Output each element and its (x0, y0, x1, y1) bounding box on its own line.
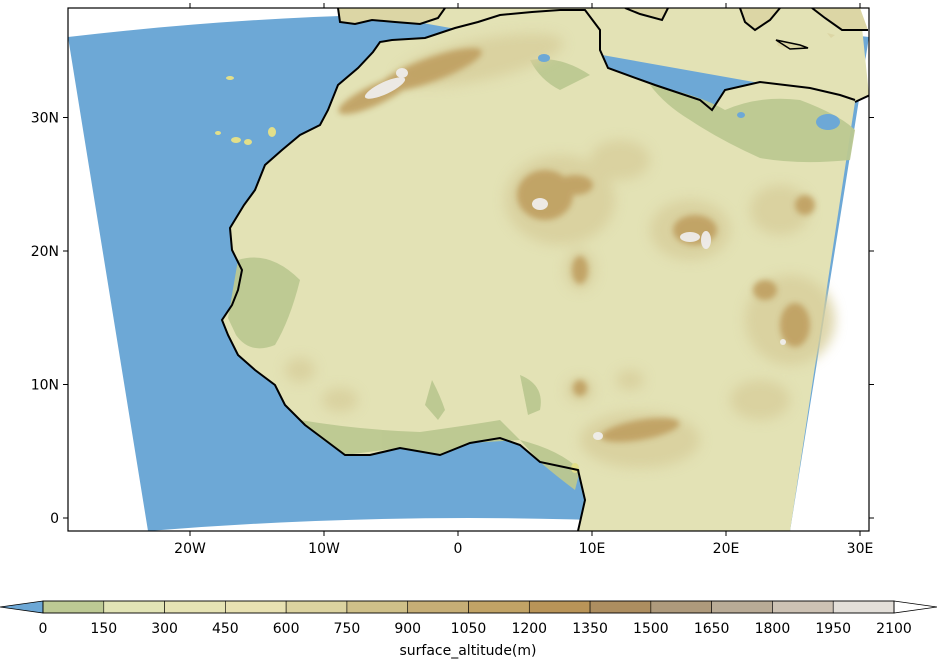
lon-tick-label: 10E (579, 541, 606, 557)
colorbar-level-label: 300 (151, 621, 178, 637)
colorbar-segment (42, 600, 105, 614)
colorbar-segment (103, 600, 165, 614)
colorbar-level-label: 1650 (694, 621, 730, 637)
colorbar-segment (164, 600, 226, 614)
colorbar-level-label: 150 (90, 621, 117, 637)
lat-tick-label: 10N (31, 378, 59, 394)
colorbar-level-label: 2100 (876, 621, 912, 637)
lat-tick-label: 0 (50, 511, 59, 527)
map-axis-ticks: 20W 10W 0 10E 20E 30E 0 10N 20N 30N (31, 3, 874, 557)
colorbar-level-label: 600 (273, 621, 300, 637)
colorbar-level-label: 1950 (815, 621, 851, 637)
lon-tick-label: 0 (454, 541, 463, 557)
colorbar-level-label: 1500 (633, 621, 669, 637)
colorbar-segment (650, 600, 712, 614)
colorbar-level-label: 1800 (755, 621, 791, 637)
colorbar-level-label: 1050 (451, 621, 487, 637)
lon-tick-label: 30E (847, 541, 874, 557)
colorbar-frame (42, 600, 895, 614)
colorbar-level-label: 450 (212, 621, 239, 637)
lon-tick-label: 10W (308, 541, 340, 557)
colorbar-segment (468, 600, 530, 614)
europe-land (338, 8, 868, 49)
colorbar-segment (225, 600, 287, 614)
colorbar-under-triangle (0, 600, 44, 614)
colorbar-level-label: 1350 (572, 621, 608, 637)
colorbar-level-label: 750 (334, 621, 361, 637)
colorbar-title: surface_altitude(m) (399, 643, 536, 659)
coastline (220, 8, 869, 531)
colorbar-segment (832, 600, 895, 614)
colorbar-level-label: 900 (394, 621, 421, 637)
colorbar-segment (346, 600, 409, 614)
colorbar-segment (528, 600, 591, 614)
lat-tick-label: 30N (31, 111, 59, 127)
map-plot-area (68, 8, 869, 531)
africa-land (222, 8, 869, 531)
colorbar-segment (285, 600, 348, 614)
colorbar-level-label: 1200 (511, 621, 547, 637)
colorbar-segment (407, 600, 469, 614)
lat-tick-label: 20N (31, 244, 59, 260)
map-frame (67, 7, 870, 532)
lon-tick-label: 20E (713, 541, 740, 557)
colorbar-level-label: 0 (39, 621, 48, 637)
colorbar-over-triangle (893, 600, 937, 614)
colorbar-segment (772, 600, 834, 614)
colorbar-segment (711, 600, 773, 614)
colorbar: 0 150 300 450 600 750 900 1050 1200 1350 1500 1650 1… (0, 600, 937, 637)
lon-tick-label: 20W (174, 541, 206, 557)
colorbar-segment (589, 600, 652, 614)
